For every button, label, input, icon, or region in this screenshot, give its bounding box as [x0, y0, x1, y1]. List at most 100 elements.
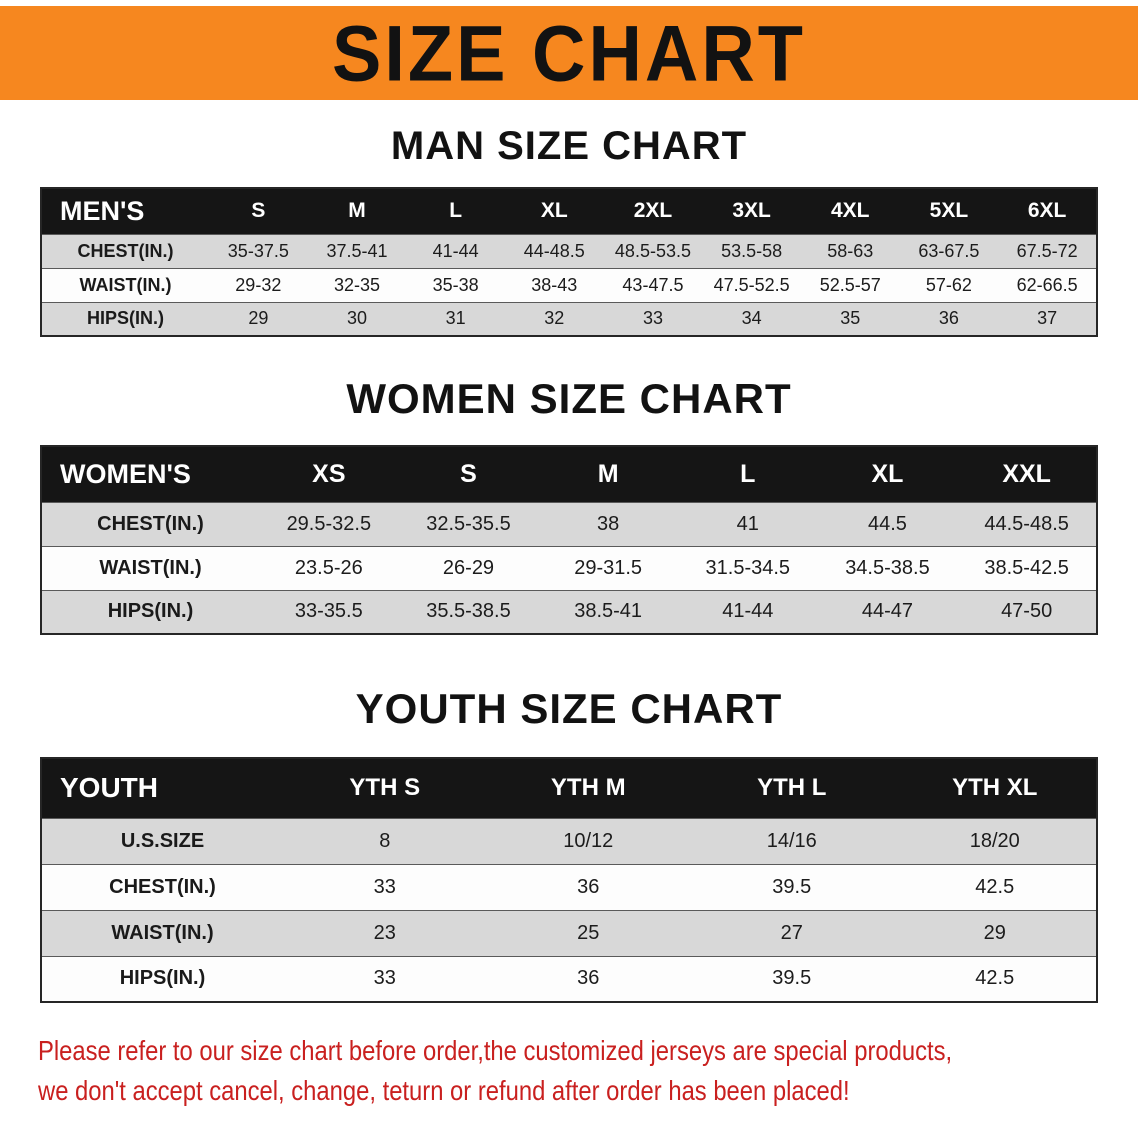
row-label-cell: HIPS(IN.): [41, 301, 209, 337]
size-header-cell: XL: [504, 188, 604, 234]
value-cell: 62-66.5: [998, 267, 1097, 303]
value-cell: 29.5-32.5: [259, 501, 399, 547]
value-cell: 29-32: [209, 267, 308, 303]
value-cell: 57-62: [899, 267, 999, 303]
value-cell: 44.5: [817, 501, 958, 547]
value-cell: 34: [702, 301, 801, 337]
value-cell: 26-29: [398, 545, 539, 591]
disclaimer: Please refer to our size chart before or…: [38, 1031, 1138, 1111]
size-header-cell: YTH M: [486, 758, 690, 818]
men-section-heading: MAN SIZE CHART: [390, 124, 748, 168]
value-cell: 39.5: [690, 863, 894, 911]
men-size-section: MAN SIZE CHART MEN'S S M L XL 2XL 3XL 4XL 5XL 6XL…: [0, 100, 1138, 337]
size-header-cell: M: [538, 446, 678, 502]
disclaimer-line-2: we don't accept cancel, change, teturn o…: [38, 1074, 850, 1106]
value-cell: 32-35: [307, 267, 407, 303]
size-header-cell: YTH XL: [893, 758, 1097, 818]
table-row: HIPS(IN.) 33-35.5 35.5-38.5 38.5-41 41-44 44-…: [41, 589, 1097, 635]
value-cell: 36: [486, 863, 690, 911]
value-cell: 37.5-41: [307, 233, 407, 269]
row-label-cell: HIPS(IN.): [41, 589, 259, 635]
value-cell: 23.5-26: [259, 545, 399, 591]
size-header-cell: XL: [817, 446, 958, 502]
value-cell: 8: [283, 817, 487, 865]
size-header-cell: 3XL: [702, 188, 801, 234]
value-cell: 44-48.5: [504, 233, 604, 269]
row-label-cell: CHEST(IN.): [41, 233, 209, 269]
table-header-row: YOUTH YTH S YTH M YTH L YTH XL: [41, 758, 1097, 818]
row-label-cell: WAIST(IN.): [41, 909, 283, 957]
value-cell: 52.5-57: [800, 267, 900, 303]
size-header-cell: M: [307, 188, 407, 234]
value-cell: 10/12: [486, 817, 690, 865]
value-cell: 14/16: [690, 817, 894, 865]
value-cell: 27: [690, 909, 894, 957]
value-cell: 36: [899, 301, 999, 337]
value-cell: 58-63: [800, 233, 900, 269]
value-cell: 38.5-41: [538, 589, 678, 635]
value-cell: 47-50: [957, 589, 1097, 635]
table-row: WAIST(IN.) 29-32 32-35 35-38 38-43 43-47.5 47.…: [41, 267, 1097, 303]
value-cell: 42.5: [893, 955, 1097, 1003]
value-cell: 35-38: [406, 267, 505, 303]
size-header-cell: XXL: [957, 446, 1097, 502]
size-header-cell: 6XL: [998, 188, 1097, 234]
row-label-cell: WAIST(IN.): [41, 545, 259, 591]
table-row: HIPS(IN.) 33 36 39.5 42.5: [41, 955, 1097, 1003]
value-cell: 31: [406, 301, 505, 337]
value-cell: 42.5: [893, 863, 1097, 911]
value-cell: 33: [283, 955, 487, 1003]
value-cell: 37: [998, 301, 1097, 337]
size-chart-infographic: SIZE CHART MAN SIZE CHART MEN'S S M L XL 2XL 3…: [0, 6, 1138, 1138]
value-cell: 32: [504, 301, 604, 337]
table-row: CHEST(IN.) 35-37.5 37.5-41 41-44 44-48.5 48.5…: [41, 233, 1097, 269]
value-cell: 38: [538, 501, 678, 547]
table-header-row: WOMEN'S XS S M L XL XXL: [41, 446, 1097, 502]
value-cell: 41-44: [406, 233, 505, 269]
value-cell: 25: [486, 909, 690, 957]
men-size-table: MEN'S S M L XL 2XL 3XL 4XL 5XL 6XL CHEST(IN.) 35-37…: [40, 187, 1098, 337]
table-row: WAIST(IN.) 23 25 27 29: [41, 909, 1097, 957]
size-header-cell: 4XL: [800, 188, 900, 234]
value-cell: 18/20: [893, 817, 1097, 865]
value-cell: 44.5-48.5: [957, 501, 1097, 547]
youth-size-section: YOUTH SIZE CHART YOUTH YTH S YTH M YTH L YTH…: [0, 635, 1138, 1003]
value-cell: 43-47.5: [603, 267, 703, 303]
size-header-cell: XS: [259, 446, 399, 502]
value-cell: 36: [486, 955, 690, 1003]
value-cell: 29: [893, 909, 1097, 957]
value-cell: 44-47: [817, 589, 958, 635]
value-cell: 67.5-72: [998, 233, 1097, 269]
value-cell: 33: [603, 301, 703, 337]
value-cell: 30: [307, 301, 407, 337]
table-row: HIPS(IN.) 29 30 31 32 33 34 35 36 37: [41, 301, 1097, 337]
size-header-cell: S: [398, 446, 539, 502]
value-cell: 48.5-53.5: [603, 233, 703, 269]
row-label-cell: HIPS(IN.): [41, 955, 283, 1003]
value-cell: 41: [677, 501, 818, 547]
value-cell: 47.5-52.5: [702, 267, 801, 303]
value-cell: 33: [283, 863, 487, 911]
value-cell: 29: [209, 301, 308, 337]
size-header-cell: 2XL: [603, 188, 703, 234]
value-cell: 32.5-35.5: [398, 501, 539, 547]
value-cell: 63-67.5: [899, 233, 999, 269]
value-cell: 38-43: [504, 267, 604, 303]
youth-size-table: YOUTH YTH S YTH M YTH L YTH XL U.S.SIZE 8 10/12…: [40, 757, 1098, 1003]
value-cell: 38.5-42.5: [957, 545, 1097, 591]
row-label-cell: U.S.SIZE: [41, 817, 283, 865]
size-header-cell: L: [406, 188, 505, 234]
value-cell: 39.5: [690, 955, 894, 1003]
size-header-cell: S: [209, 188, 308, 234]
table-title-cell: YOUTH: [41, 758, 283, 818]
row-label-cell: CHEST(IN.): [41, 501, 259, 547]
value-cell: 31.5-34.5: [677, 545, 818, 591]
table-row: WAIST(IN.) 23.5-26 26-29 29-31.5 31.5-34.5 34…: [41, 545, 1097, 591]
size-header-cell: YTH L: [690, 758, 894, 818]
value-cell: 35.5-38.5: [398, 589, 539, 635]
size-header-cell: YTH S: [283, 758, 487, 818]
women-size-table: WOMEN'S XS S M L XL XXL CHEST(IN.) 29.5-32.5 32.5…: [40, 445, 1098, 635]
value-cell: 33-35.5: [259, 589, 399, 635]
value-cell: 23: [283, 909, 487, 957]
title-banner: SIZE CHART: [0, 6, 1138, 100]
